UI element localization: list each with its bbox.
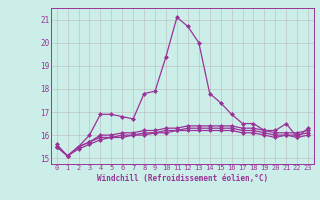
X-axis label: Windchill (Refroidissement éolien,°C): Windchill (Refroidissement éolien,°C) [97, 174, 268, 183]
